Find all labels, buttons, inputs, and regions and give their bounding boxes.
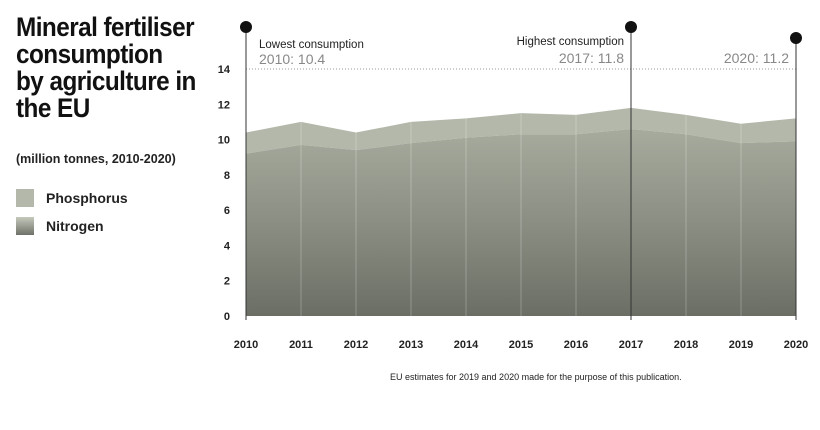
legend-swatch-phosphorus	[16, 189, 34, 207]
chart-subtitle: (million tonnes, 2010-2020)	[16, 152, 176, 166]
area-phosphorus	[246, 107, 796, 154]
annotation-label: Highest consumption	[517, 36, 624, 48]
legend-swatch-nitrogen	[16, 217, 34, 235]
y-tick-label: 2	[224, 276, 230, 288]
footnote: EU estimates for 2019 and 2020 made for …	[390, 372, 682, 382]
y-tick-label: 10	[218, 135, 230, 147]
annotation-marker	[790, 32, 802, 44]
x-tick-label: 2014	[454, 339, 479, 351]
y-tick-label: 4	[224, 240, 231, 252]
x-tick-label: 2018	[674, 339, 698, 351]
annotation-marker	[240, 21, 252, 33]
plot-areas	[246, 68, 796, 316]
annotation-value: 2020: 11.2	[724, 50, 789, 66]
y-tick-label: 8	[224, 170, 230, 182]
x-tick-label: 2011	[289, 339, 313, 351]
y-tick-label: 14	[218, 64, 231, 76]
x-tick-label: 2013	[399, 339, 423, 351]
chart-axes: 0 2 4 6 8 10 12 14 2010 2011 2012 2013 2014 2015 2016 2…	[218, 64, 808, 351]
y-tick-label: 0	[224, 311, 230, 323]
x-tick-label: 2016	[564, 339, 588, 351]
annotation-value: 2010: 10.4	[259, 51, 325, 67]
chart-title: Mineral fertiliser consumption by agricu…	[16, 12, 196, 123]
x-tick-label: 2015	[509, 339, 533, 351]
x-tick-label: 2010	[234, 339, 258, 351]
x-tick-label: 2012	[344, 339, 368, 351]
y-tick-label: 6	[224, 205, 230, 217]
x-tick-label: 2020	[784, 339, 808, 351]
y-tick-label: 12	[218, 99, 230, 111]
legend-label-phosphorus: Phosphorus	[46, 190, 128, 206]
x-tick-label: 2019	[729, 339, 753, 351]
area-nitrogen	[246, 128, 796, 316]
annotation-label: Lowest consumption	[259, 39, 364, 51]
x-tick-label: 2017	[619, 339, 643, 351]
legend-label-nitrogen: Nitrogen	[46, 218, 104, 234]
annotation-value: 2017: 11.8	[559, 50, 624, 66]
annotation-marker	[625, 21, 637, 33]
